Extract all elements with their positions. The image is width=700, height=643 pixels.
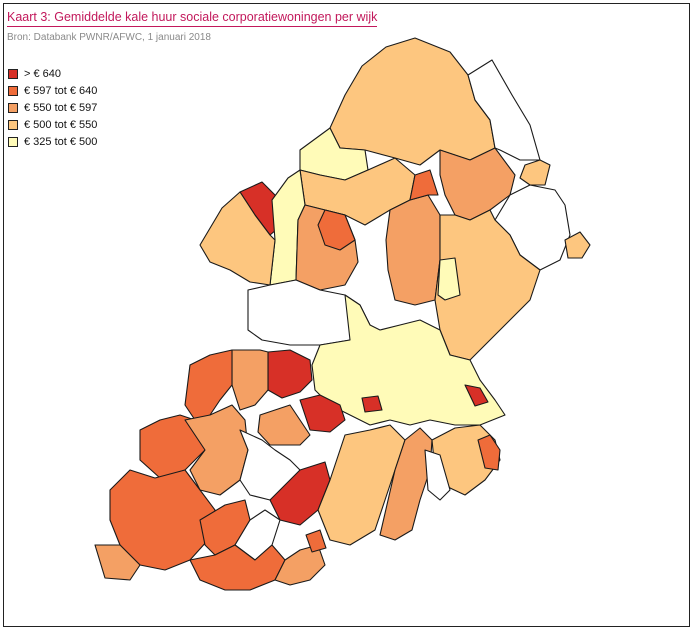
district-area (437, 257, 461, 301)
legend-item: € 500 tot € 550 (8, 116, 97, 133)
district-area (299, 394, 346, 433)
legend-label: € 500 tot € 550 (24, 118, 98, 131)
legend-label: € 597 tot € 640 (24, 84, 98, 97)
map-source: Bron: Databank PWNR/AFWC, 1 januari 2018 (7, 32, 211, 43)
legend-swatch (8, 85, 18, 96)
legend-item: € 325 tot € 500 (8, 133, 97, 150)
legend-item: € 597 tot € 640 (8, 82, 97, 99)
district-area (274, 544, 326, 586)
district-area (329, 37, 496, 166)
legend-swatch (8, 68, 18, 79)
district-area (94, 544, 141, 581)
legend-label: € 325 tot € 500 (24, 135, 98, 148)
district-area (564, 231, 591, 259)
district-area (424, 449, 451, 501)
district-area (361, 395, 383, 413)
district-area (519, 159, 551, 186)
district-area (257, 404, 311, 446)
legend-label: € 550 tot € 597 (24, 101, 98, 114)
district-area (467, 59, 541, 161)
district-area (317, 209, 356, 251)
district-area (199, 191, 276, 286)
legend-item: > € 640 (8, 65, 97, 82)
district-area (379, 427, 433, 541)
legend-label: > € 640 (24, 67, 62, 80)
map-title: Kaart 3: Gemiddelde kale huur sociale co… (7, 10, 378, 27)
district-area (464, 384, 489, 407)
legend-item: € 550 tot € 597 (8, 99, 97, 116)
legend: > € 640 € 597 tot € 640 € 550 tot € 597 … (8, 65, 97, 150)
legend-swatch (8, 102, 18, 113)
district-area (189, 544, 286, 591)
legend-swatch (8, 136, 18, 147)
district-area (267, 349, 313, 399)
district-area (385, 194, 441, 306)
district-area (434, 209, 541, 361)
district-area (409, 169, 439, 201)
district-area (231, 349, 269, 411)
district-area (477, 434, 501, 471)
district-area (305, 529, 327, 553)
district-area (184, 349, 233, 421)
legend-swatch (8, 119, 18, 130)
